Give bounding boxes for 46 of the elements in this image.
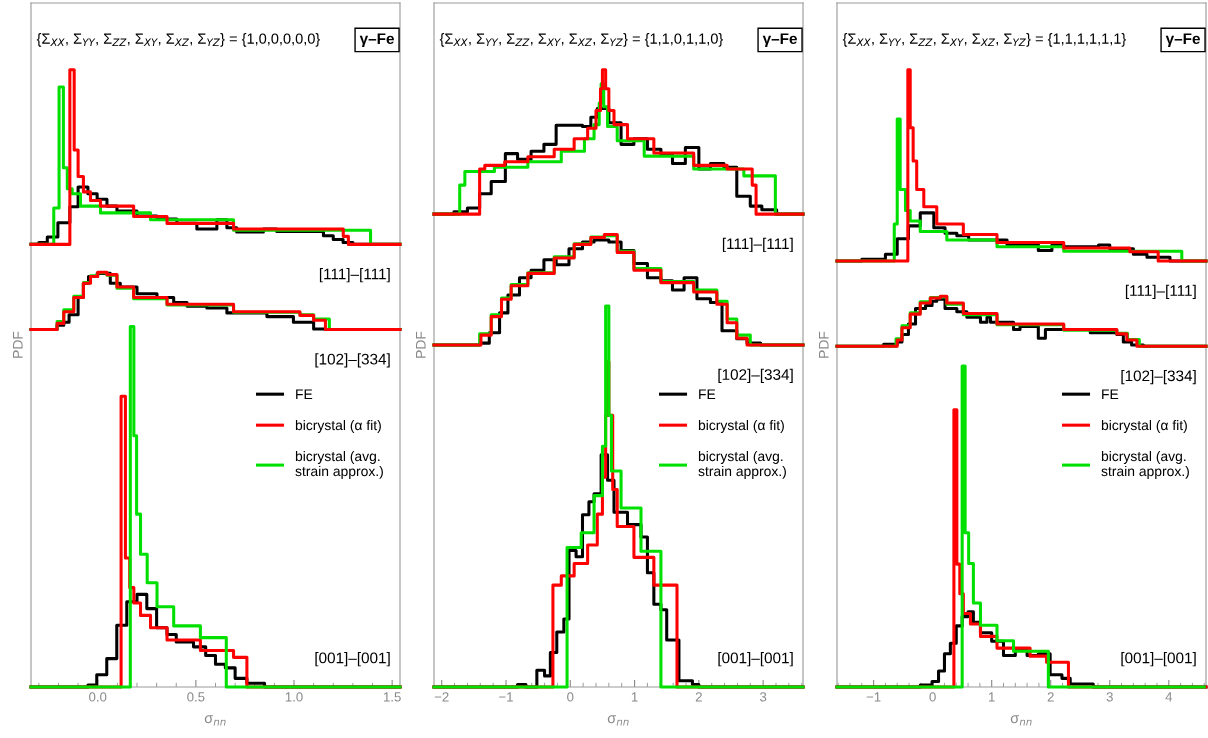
chart-title: {Σ$_{XX}$, Σ$_{YY}$, Σ$_{ZZ}$, Σ$_{XY}$, Σ$_{XZ}$, Σ$_{YZ}$} = {1,1,1,1,1,1} xyxy=(842,33,1127,47)
annotation: [111]–[111] xyxy=(1125,284,1196,300)
chart-title: {Σ$_{XX}$, Σ$_{YY}$, Σ$_{ZZ}$, Σ$_{XY}$, Σ$_{XZ}$, Σ$_{YZ}$} = {1,0,0,0,0,0} xyxy=(36,33,321,47)
x-tick-label: 1 xyxy=(631,692,638,702)
x-tick-label: 0.0 xyxy=(89,692,107,702)
x-tick-label: −2 xyxy=(434,692,449,702)
x-tick-label: 0 xyxy=(929,692,936,702)
annotation: [102]–[334] xyxy=(1121,369,1196,385)
x-tick-label: 0.5 xyxy=(187,692,205,702)
annotation: [102]–[334] xyxy=(718,368,793,383)
annotation: [001]–[001] xyxy=(315,652,390,667)
y-axis-title: PDF xyxy=(416,331,426,358)
x-axis-title: σ$_{nn}$ xyxy=(607,715,629,726)
legend-label: FE xyxy=(1102,389,1119,400)
legend-label: FE xyxy=(699,389,716,400)
legend-label: bicrystal (α fit) xyxy=(1101,419,1187,433)
x-tick-label: 2 xyxy=(695,692,702,702)
annotation: [001]–[001] xyxy=(1121,652,1196,667)
legend-label: bicrystal (avg. strain approx.) xyxy=(1101,450,1189,479)
legend-label: FE xyxy=(296,389,313,400)
x-tick-label: 3 xyxy=(1106,692,1113,702)
legend-label: bicrystal (α fit) xyxy=(295,419,381,433)
x-axis-title: σ$_{nn}$ xyxy=(1010,715,1032,726)
legend-label: bicrystal (avg. strain approx.) xyxy=(698,450,786,479)
x-axis-title: σ$_{nn}$ xyxy=(204,715,226,726)
text: γ–Fe xyxy=(359,33,394,48)
y-axis-title: PDF xyxy=(13,331,23,358)
x-tick-label: −1 xyxy=(499,692,513,702)
annotation: [111]–[111] xyxy=(722,237,793,253)
annotation: [111]–[111] xyxy=(319,268,390,283)
text: γ–Fe xyxy=(1165,33,1200,48)
x-tick-label: 1 xyxy=(989,692,995,702)
y-axis-title: PDF xyxy=(819,331,829,358)
text: γ–Fe xyxy=(762,33,797,48)
x-tick-label: 4 xyxy=(1165,692,1173,702)
legend-label: bicrystal (α fit) xyxy=(698,419,784,433)
annotation: [102]–[334] xyxy=(315,353,390,368)
chart-title: {Σ$_{XX}$, Σ$_{YY}$, Σ$_{ZZ}$, Σ$_{XY}$, Σ$_{XZ}$, Σ$_{YZ}$} = {1,1,0,1,1,0} xyxy=(439,33,724,47)
x-tick-label: 0 xyxy=(567,692,574,702)
x-tick-label: 1.0 xyxy=(285,692,303,702)
x-tick-label: −1 xyxy=(866,692,881,702)
x-tick-label: 2 xyxy=(1047,692,1054,702)
x-tick-label: 1.5 xyxy=(383,692,401,702)
annotation: [001]–[001] xyxy=(718,652,793,667)
legend-label: bicrystal (avg. strain approx.) xyxy=(295,450,383,479)
x-tick-label: 3 xyxy=(759,692,767,702)
